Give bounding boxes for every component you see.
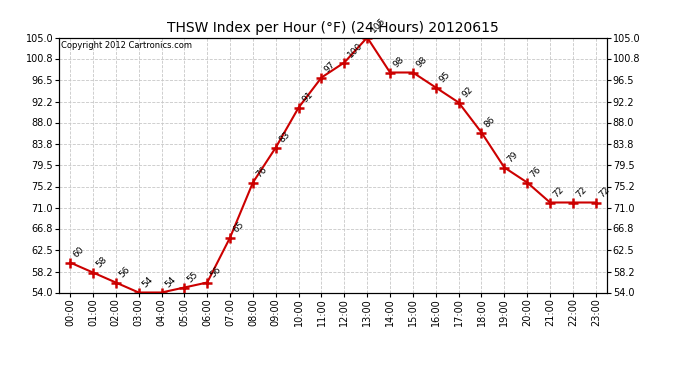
Text: 97: 97 — [323, 60, 337, 75]
Text: 98: 98 — [391, 55, 406, 70]
Text: 54: 54 — [163, 275, 177, 290]
Text: 56: 56 — [117, 265, 132, 280]
Text: 86: 86 — [483, 115, 497, 130]
Text: 100: 100 — [346, 41, 364, 60]
Text: 60: 60 — [72, 245, 86, 260]
Text: 65: 65 — [231, 220, 246, 235]
Text: 83: 83 — [277, 130, 292, 145]
Text: 72: 72 — [551, 185, 566, 200]
Text: 91: 91 — [300, 90, 315, 105]
Text: 72: 72 — [574, 185, 589, 200]
Text: 76: 76 — [255, 165, 269, 180]
Text: Copyright 2012 Cartronics.com: Copyright 2012 Cartronics.com — [61, 41, 193, 50]
Text: 76: 76 — [529, 165, 543, 180]
Text: 92: 92 — [460, 86, 475, 100]
Text: 55: 55 — [186, 270, 200, 285]
Text: 72: 72 — [597, 185, 611, 200]
Text: 58: 58 — [95, 255, 109, 270]
Text: 105: 105 — [368, 16, 387, 35]
Text: 56: 56 — [208, 265, 223, 280]
Title: THSW Index per Hour (°F) (24 Hours) 20120615: THSW Index per Hour (°F) (24 Hours) 2012… — [167, 21, 499, 35]
Text: 98: 98 — [414, 55, 428, 70]
Text: 95: 95 — [437, 70, 452, 85]
Text: 79: 79 — [506, 150, 520, 165]
Text: 54: 54 — [140, 275, 155, 290]
